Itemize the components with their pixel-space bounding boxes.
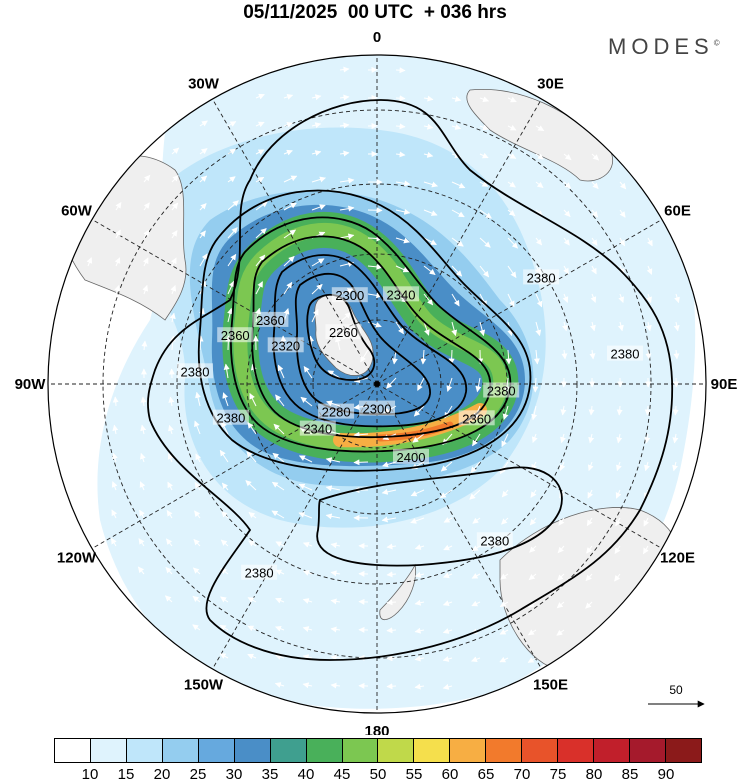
colorbar-tick-label: 35	[262, 766, 279, 783]
colorbar-swatch	[486, 739, 522, 762]
longitude-label: 30E	[537, 76, 564, 93]
colorbar-tick-label: 45	[334, 766, 351, 783]
contour-label: 2300	[335, 288, 364, 303]
colorbar-labels: 10 15 20 25 30 35 40 45 50 55 60 65 70 75 80 85 90	[54, 766, 702, 782]
colorbar	[54, 738, 702, 763]
contour-label: 2380	[527, 270, 556, 285]
contour-label: 2340	[303, 422, 332, 437]
contour-label: 2380	[487, 384, 516, 399]
colorbar-tick-label: 50	[370, 766, 387, 783]
contour-label: 2360	[256, 313, 285, 328]
wind-vector	[387, 686, 396, 687]
contour-label: 2380	[245, 566, 274, 581]
colorbar-swatch	[558, 739, 594, 762]
wind-vector	[387, 658, 396, 659]
colorbar-tick-label: 25	[190, 766, 207, 783]
contour-label: 2320	[271, 338, 300, 353]
wind-vector	[396, 98, 405, 99]
colorbar-tick-label: 90	[658, 766, 675, 783]
contour-label: 2360	[462, 411, 491, 426]
contour-label: 2280	[322, 405, 351, 420]
colorbar-swatch	[378, 739, 414, 762]
wind-vector	[451, 350, 452, 364]
colorbar-swatch	[199, 739, 235, 762]
polar-map: 2380 2380 2380 2380 2380 2380 2360 2360 2360 2380…	[0, 0, 750, 735]
colorbar-swatch	[91, 739, 127, 762]
longitude-label: 150W	[184, 677, 224, 694]
colorbar-tick-label: 20	[154, 766, 171, 783]
colorbar-swatch	[594, 739, 630, 762]
longitude-label: 0	[373, 29, 381, 46]
wind-vector	[387, 630, 396, 631]
colorbar-swatch	[55, 739, 91, 762]
contour-label: 2260	[329, 325, 358, 340]
wind-vector	[396, 70, 405, 71]
contour-label: 2380	[181, 364, 210, 379]
colorbar-tick-label: 15	[118, 766, 135, 783]
colorbar-tick-label: 85	[622, 766, 639, 783]
contour-label: 2360	[221, 328, 250, 343]
colorbar-swatch	[127, 739, 163, 762]
longitude-label: 90E	[711, 376, 738, 393]
colorbar-tick-label: 40	[298, 766, 315, 783]
colorbar-tick-label: 55	[406, 766, 423, 783]
colorbar-swatch	[414, 739, 450, 762]
colorbar-swatch	[307, 739, 343, 762]
wind-vector	[354, 462, 368, 463]
colorbar-swatch	[271, 739, 307, 762]
contour-label: 2380	[480, 533, 509, 548]
reference-vector: 50	[648, 683, 704, 704]
longitude-label: 60W	[61, 203, 93, 220]
colorbar-swatch	[163, 739, 199, 762]
colorbar-tick-label: 60	[442, 766, 459, 783]
longitude-label: 30W	[188, 76, 220, 93]
longitude-label: 120E	[660, 550, 695, 567]
longitude-label: 180	[364, 723, 389, 735]
wind-vector	[675, 406, 676, 415]
colorbar-swatch	[235, 739, 271, 762]
contour-label: 2380	[216, 411, 245, 426]
colorbar-tick-label: 30	[226, 766, 243, 783]
longitude-label: 90W	[15, 376, 47, 393]
colorbar-tick-label: 80	[586, 766, 603, 783]
colorbar-swatch	[630, 739, 666, 762]
colorbar-tick-label: 70	[514, 766, 531, 783]
colorbar-tick-label: 65	[478, 766, 495, 783]
colorbar-tick-label: 10	[82, 766, 99, 783]
longitude-label: 150E	[533, 677, 568, 694]
reference-vector-label: 50	[669, 683, 683, 697]
longitude-label: 120W	[57, 550, 97, 567]
colorbar-tick-label: 75	[550, 766, 567, 783]
contour-label: 2400	[397, 450, 426, 465]
contour-label: 2380	[611, 347, 640, 362]
colorbar-swatch	[666, 739, 701, 762]
wind-vector	[647, 406, 648, 415]
contour-label: 2300	[363, 402, 392, 417]
contour-label: 2340	[387, 287, 416, 302]
colorbar-swatch	[522, 739, 558, 762]
south-pole-marker	[374, 381, 380, 387]
wind-vector	[87, 397, 88, 406]
colorbar-swatch	[343, 739, 379, 762]
longitude-label: 60E	[664, 203, 691, 220]
colorbar-swatch	[450, 739, 486, 762]
